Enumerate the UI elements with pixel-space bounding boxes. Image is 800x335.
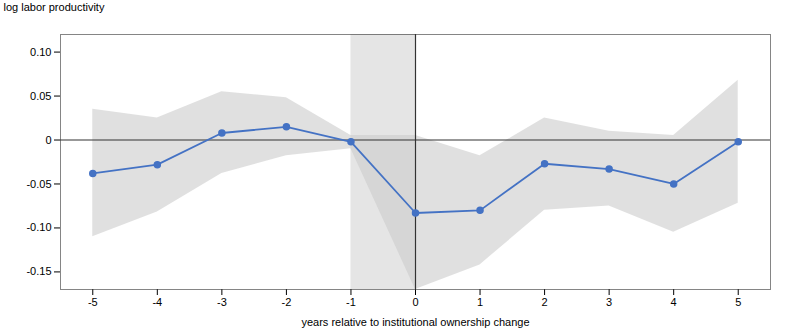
svg-text:3: 3 (606, 296, 612, 308)
svg-text:-4: -4 (152, 296, 162, 308)
svg-text:-0.10: -0.10 (26, 221, 51, 233)
svg-text:-5: -5 (88, 296, 98, 308)
svg-text:-3: -3 (217, 296, 227, 308)
svg-text:4: 4 (671, 296, 677, 308)
svg-text:-2: -2 (282, 296, 292, 308)
svg-text:5: 5 (735, 296, 741, 308)
svg-text:0: 0 (45, 134, 51, 146)
svg-text:-0.05: -0.05 (26, 178, 51, 190)
svg-text:1: 1 (477, 296, 483, 308)
svg-text:-1: -1 (346, 296, 356, 308)
svg-text:0.05: 0.05 (30, 90, 51, 102)
svg-text:0: 0 (412, 296, 418, 308)
svg-text:2: 2 (542, 296, 548, 308)
svg-text:-0.15: -0.15 (26, 265, 51, 277)
svg-text:log labor productivity: log labor productivity (4, 1, 105, 13)
svg-text:years relative to institutiona: years relative to institutional ownershi… (301, 316, 529, 328)
svg-text:0.10: 0.10 (30, 46, 51, 58)
